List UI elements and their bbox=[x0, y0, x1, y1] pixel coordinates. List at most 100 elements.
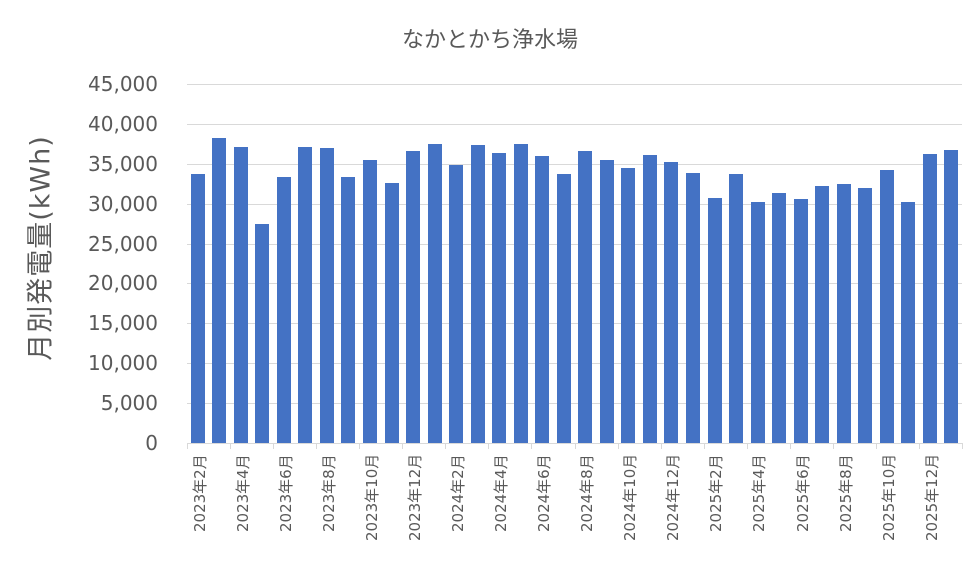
bar[interactable] bbox=[642, 155, 657, 443]
x-tick-mark bbox=[875, 443, 877, 449]
bar[interactable] bbox=[772, 192, 787, 443]
bar[interactable] bbox=[449, 164, 464, 443]
y-tick-label: 15,000 bbox=[88, 311, 158, 336]
bar[interactable] bbox=[556, 173, 571, 443]
x-tick-mark bbox=[230, 443, 232, 449]
x-tick-label: 2025年2月 bbox=[707, 454, 726, 532]
bar-slot bbox=[488, 84, 510, 443]
bar-slot bbox=[510, 84, 532, 443]
bar-slot bbox=[532, 84, 554, 443]
x-tick-mark bbox=[918, 443, 920, 449]
bar[interactable] bbox=[836, 183, 851, 443]
bar[interactable] bbox=[384, 182, 399, 443]
x-tick-labels: 2023年2月 2023年4月 2023年6月 2023年8月 2023年10月 2023… bbox=[187, 450, 962, 560]
bar[interactable] bbox=[858, 187, 873, 443]
gridline bbox=[187, 323, 962, 325]
bar[interactable] bbox=[319, 147, 334, 443]
x-tick-label: 2024年2月 bbox=[449, 454, 468, 532]
bar[interactable] bbox=[212, 137, 227, 443]
bar-slot bbox=[230, 84, 252, 443]
x-tick-label: 2025年6月 bbox=[793, 454, 812, 532]
x-tick-mark bbox=[402, 443, 404, 449]
bar-slot bbox=[338, 84, 360, 443]
bar[interactable] bbox=[341, 177, 356, 443]
bar-slot bbox=[768, 84, 790, 443]
y-tick-label: 5,000 bbox=[100, 391, 158, 416]
y-tick-label: 0 bbox=[145, 431, 158, 455]
bar[interactable] bbox=[901, 201, 916, 443]
bar-slot bbox=[898, 84, 920, 443]
bar[interactable] bbox=[729, 173, 744, 443]
bar-slot bbox=[252, 84, 274, 443]
x-tick-label: 2025年10月 bbox=[879, 453, 898, 541]
bar[interactable] bbox=[621, 167, 636, 443]
bar-slot bbox=[445, 84, 467, 443]
y-tick-label: 25,000 bbox=[88, 231, 158, 256]
bar-slot bbox=[553, 84, 575, 443]
x-tick-mark bbox=[789, 443, 791, 449]
bar[interactable] bbox=[815, 185, 830, 443]
bar[interactable] bbox=[707, 197, 722, 443]
gridline bbox=[187, 203, 962, 205]
y-tick-label: 35,000 bbox=[88, 151, 158, 176]
bar-slot bbox=[682, 84, 704, 443]
bar[interactable] bbox=[535, 155, 550, 443]
x-tick-mark bbox=[703, 443, 705, 449]
x-tick-mark bbox=[832, 443, 834, 449]
bar[interactable] bbox=[793, 198, 808, 443]
gridline bbox=[187, 283, 962, 285]
x-tick-mark bbox=[273, 443, 275, 449]
bar-slot bbox=[833, 84, 855, 443]
bar[interactable] bbox=[944, 149, 959, 443]
bar-slot bbox=[402, 84, 424, 443]
bar-slot bbox=[381, 84, 403, 443]
bar-slot bbox=[209, 84, 231, 443]
x-tick-label: 2025年12月 bbox=[922, 453, 941, 541]
x-tick-mark bbox=[617, 443, 619, 449]
chart-title: なかとかち浄水場 bbox=[401, 28, 578, 53]
bar-slot bbox=[811, 84, 833, 443]
bar[interactable] bbox=[298, 147, 313, 443]
bar-slot bbox=[295, 84, 317, 443]
y-tick-label: 30,000 bbox=[88, 191, 158, 216]
bar-slot bbox=[661, 84, 683, 443]
bar-slot bbox=[187, 84, 209, 443]
bar[interactable] bbox=[276, 177, 291, 443]
bar[interactable] bbox=[664, 161, 679, 443]
x-tick-mark bbox=[316, 443, 318, 449]
x-tick-mark bbox=[187, 443, 188, 449]
bar[interactable] bbox=[363, 159, 378, 443]
bar[interactable] bbox=[233, 147, 248, 443]
bar[interactable] bbox=[470, 144, 485, 443]
x-tick-label: 2025年4月 bbox=[750, 454, 769, 532]
bar-slot bbox=[704, 84, 726, 443]
bar[interactable] bbox=[879, 169, 894, 443]
bar[interactable] bbox=[750, 201, 765, 443]
gridline bbox=[187, 84, 962, 85]
bar[interactable] bbox=[599, 159, 614, 443]
x-tick-label: 2023年12月 bbox=[406, 453, 425, 541]
bar[interactable] bbox=[922, 153, 937, 443]
bar[interactable] bbox=[427, 143, 442, 443]
bar[interactable] bbox=[513, 143, 528, 443]
gridline bbox=[187, 123, 962, 125]
bar-slot bbox=[919, 84, 941, 443]
bar-slot bbox=[273, 84, 295, 443]
bar[interactable] bbox=[492, 152, 507, 443]
y-tick-label: 45,000 bbox=[88, 72, 158, 96]
bar-slot bbox=[618, 84, 640, 443]
x-tick-label: 2025年8月 bbox=[836, 454, 855, 532]
x-tick-mark bbox=[531, 443, 533, 449]
gridline bbox=[187, 403, 962, 405]
bar-slot bbox=[316, 84, 338, 443]
bar[interactable] bbox=[406, 151, 421, 443]
y-tick-label: 10,000 bbox=[88, 351, 158, 376]
bar[interactable] bbox=[190, 173, 205, 443]
x-axis-ticks bbox=[187, 443, 963, 449]
x-tick-label: 2024年8月 bbox=[578, 454, 597, 532]
bar[interactable] bbox=[255, 223, 270, 443]
x-tick-mark bbox=[488, 443, 490, 449]
bar[interactable] bbox=[578, 151, 593, 443]
plot-area bbox=[187, 84, 962, 443]
bar[interactable] bbox=[685, 172, 700, 443]
